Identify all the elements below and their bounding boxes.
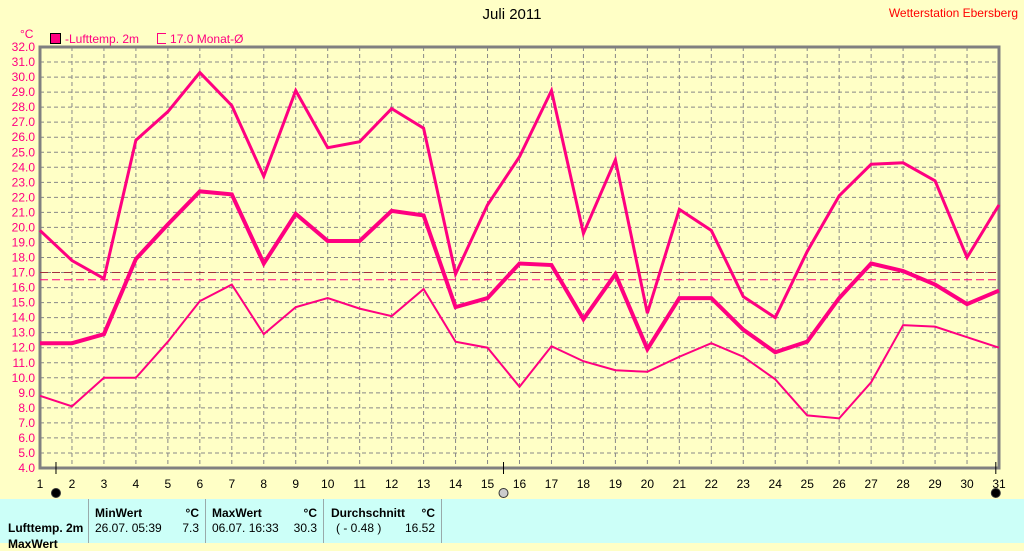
- avg-column: Durchschnitt °C ( - 0.48 ) 16.52: [323, 499, 442, 543]
- y-tick-label: 14.0: [12, 311, 36, 325]
- series-line-1: [40, 189, 1000, 355]
- min-date: 26.07. 05:39: [95, 521, 162, 535]
- avg-value: 16.52: [404, 521, 435, 535]
- x-tick-label: 27: [864, 477, 878, 491]
- min-unit: °C: [185, 506, 199, 520]
- avg-delta: ( - 0.48 ): [336, 521, 382, 535]
- y-tick-label: 10.0: [12, 371, 36, 385]
- row-label: Lufttemp. 2m: [8, 521, 84, 535]
- x-tick-label: 20: [641, 477, 655, 491]
- max-header: MaxWert: [212, 506, 262, 520]
- y-tick-label: 6.0: [18, 431, 35, 445]
- y-tick-label: 25.0: [12, 145, 36, 159]
- max-column: MaxWert °C 06.07. 16:33 30.3: [205, 499, 323, 543]
- y-tick-label: 20.0: [12, 220, 36, 234]
- avg-header: Durchschnitt: [331, 506, 406, 520]
- temperature-chart: 4.05.06.07.08.09.010.011.012.013.014.015…: [12, 40, 1006, 498]
- y-tick-label: 15.0: [12, 296, 36, 310]
- y-tick-label: 5.0: [18, 446, 35, 460]
- x-tick-label: 13: [417, 477, 431, 491]
- new-moon-icon: [50, 488, 61, 498]
- new-moon-icon: [990, 488, 1001, 498]
- y-tick-label: 29.0: [12, 85, 36, 99]
- row-label-2: MaxWert: [8, 537, 58, 551]
- y-tick-label: 23.0: [12, 175, 36, 189]
- x-tick-label: 4: [133, 477, 140, 491]
- legend: -Lufttemp. 2m 17.0 Monat-Ø: [50, 32, 243, 46]
- y-tick-label: 7.0: [18, 416, 35, 430]
- x-tick-label: 28: [896, 477, 910, 491]
- y-tick-label: 11.0: [13, 356, 36, 370]
- x-tick-label: 25: [801, 477, 815, 491]
- y-tick-label: 26.0: [12, 130, 36, 144]
- y-tick-label: 24.0: [12, 160, 36, 174]
- x-tick-label: 10: [321, 477, 335, 491]
- x-tick-label: 16: [513, 477, 527, 491]
- plot-frame: [38, 45, 1001, 470]
- x-tick-label: 19: [609, 477, 623, 491]
- series-line-0: [38, 70, 1001, 320]
- y-tick-label: 4.0: [18, 461, 35, 475]
- avg-unit: °C: [421, 506, 435, 520]
- x-tick-label: 3: [101, 477, 108, 491]
- x-tick-label: 8: [260, 477, 267, 491]
- y-tick-label: 27.0: [12, 115, 36, 129]
- stats-table: Lufttemp. 2m MaxWert MinWert °C 26.07. 0…: [0, 499, 1024, 551]
- y-tick-label: 31.0: [12, 55, 36, 69]
- y-tick-label: 18.0: [12, 251, 36, 265]
- x-tick-label: 24: [769, 477, 783, 491]
- x-tick-label: 22: [705, 477, 719, 491]
- min-column: MinWert °C 26.07. 05:39 7.3: [88, 499, 205, 543]
- x-tick-label: 2: [69, 477, 76, 491]
- chart-title: Juli 2011: [482, 6, 542, 23]
- y-axis-unit: °C: [20, 27, 34, 41]
- x-tick-label: 11: [353, 477, 366, 491]
- x-tick-label: 15: [481, 477, 495, 491]
- max-date: 06.07. 16:33: [212, 521, 279, 535]
- x-tick-label: 18: [577, 477, 591, 491]
- y-tick-label: 21.0: [12, 205, 36, 219]
- x-tick-label: 26: [832, 477, 846, 491]
- legend-swatch-outline-icon: [157, 33, 167, 44]
- y-tick-label: 17.0: [12, 266, 36, 280]
- x-tick-label: 21: [673, 477, 687, 491]
- y-tick-label: 30.0: [12, 70, 36, 84]
- max-unit: °C: [303, 506, 317, 520]
- y-tick-label: 9.0: [18, 386, 35, 400]
- y-tick-label: 28.0: [12, 100, 36, 114]
- series-line-2: [39, 283, 1000, 420]
- legend-series[interactable]: -Lufttemp. 2m: [50, 32, 139, 46]
- x-tick-label: 23: [737, 477, 751, 491]
- legend-swatch-icon: [50, 33, 61, 44]
- max-value: 30.3: [293, 521, 317, 535]
- x-tick-label: 1: [37, 477, 44, 491]
- x-tick-label: 9: [292, 477, 299, 491]
- y-tick-label: 32.0: [12, 40, 36, 54]
- min-header: MinWert: [95, 506, 143, 520]
- x-tick-label: 31: [992, 477, 1006, 491]
- full-moon-icon: [498, 488, 509, 498]
- y-tick-label: 16.0: [12, 281, 36, 295]
- x-tick-label: 7: [228, 477, 235, 491]
- x-tick-label: 6: [196, 477, 203, 491]
- x-tick-label: 29: [928, 477, 942, 491]
- x-tick-label: 5: [165, 477, 172, 491]
- legend-average[interactable]: 17.0 Monat-Ø: [157, 32, 243, 46]
- x-tick-label: 30: [960, 477, 974, 491]
- y-tick-label: 12.0: [12, 341, 36, 355]
- min-value: 7.3: [182, 521, 199, 535]
- y-tick-label: 13.0: [12, 326, 36, 340]
- y-tick-label: 22.0: [12, 190, 36, 204]
- y-tick-label: 19.0: [12, 235, 36, 249]
- station-name: Wetterstation Ebersberg: [888, 6, 1018, 20]
- x-tick-label: 12: [385, 477, 399, 491]
- x-tick-label: 17: [545, 477, 559, 491]
- y-tick-label: 8.0: [18, 401, 35, 415]
- x-tick-label: 14: [449, 477, 463, 491]
